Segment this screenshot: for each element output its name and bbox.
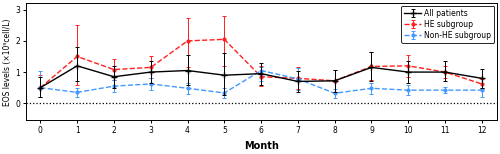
Y-axis label: EOS levels (×10⁹cell/L): EOS levels (×10⁹cell/L): [4, 18, 13, 106]
Legend: All patients, HE subgroup, Non-HE subgroup: All patients, HE subgroup, Non-HE subgro…: [402, 6, 494, 43]
X-axis label: Month: Month: [244, 141, 278, 150]
